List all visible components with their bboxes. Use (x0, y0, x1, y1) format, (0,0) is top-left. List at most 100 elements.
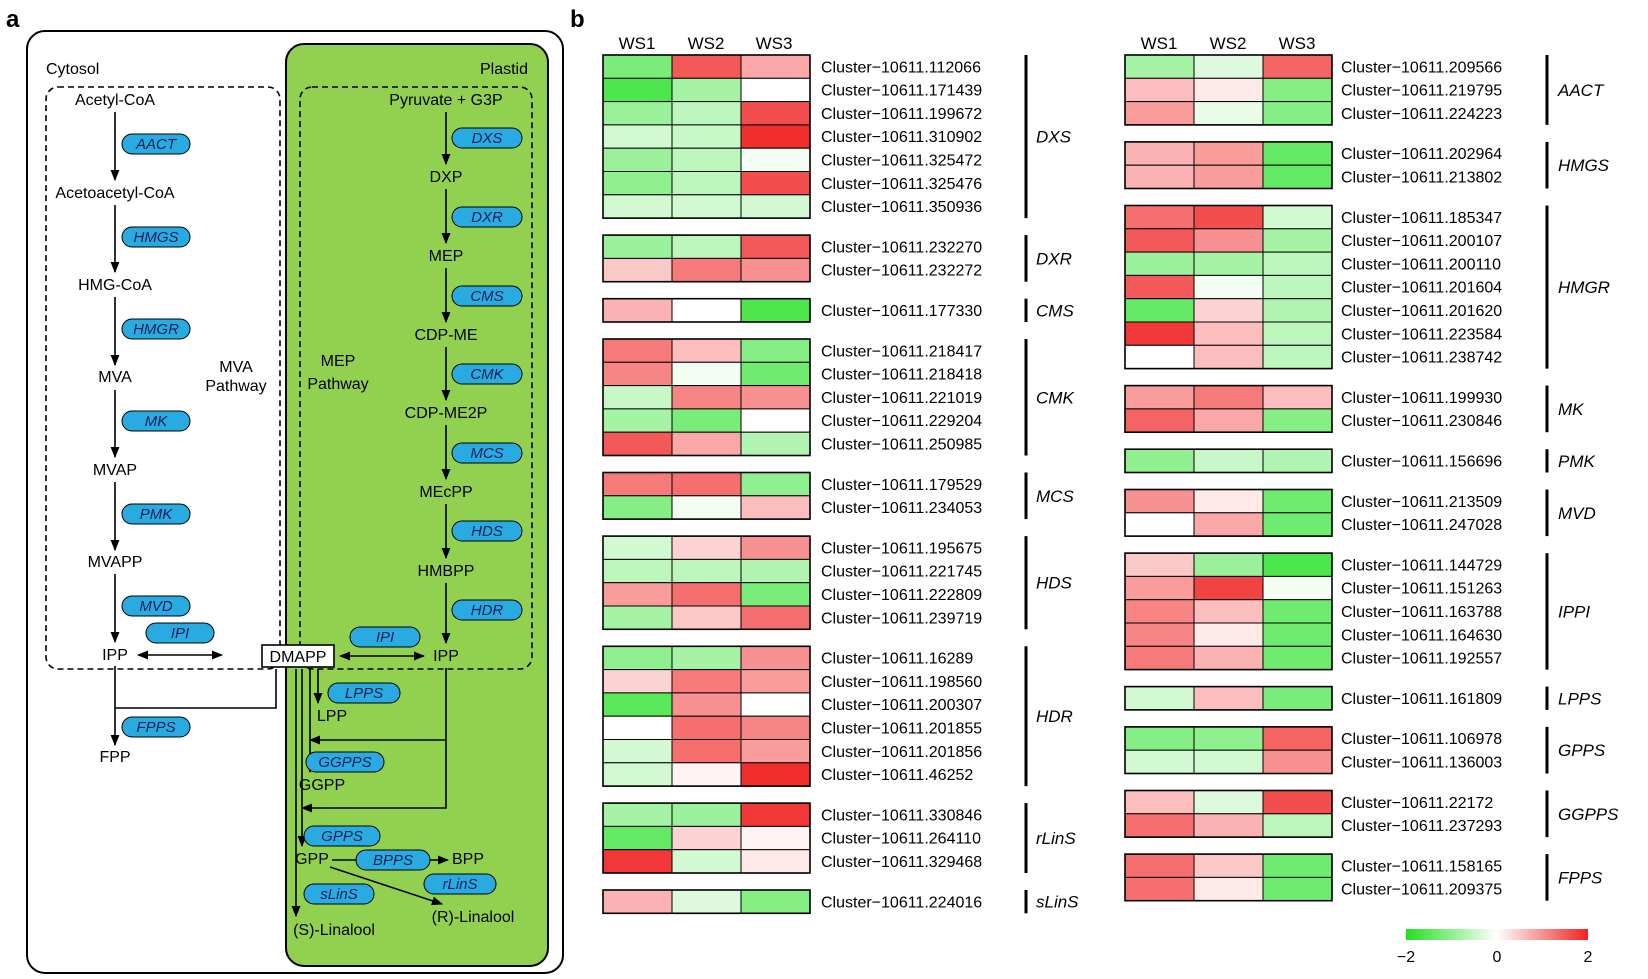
heatmap-cell (602, 825, 673, 851)
heatmap-cell (1124, 813, 1195, 838)
cluster-label: Cluster−10611.200107 (1341, 233, 1502, 250)
heatmap-cell (1262, 622, 1333, 647)
heatmap-cell (602, 739, 673, 764)
heatmap-cell (1262, 489, 1333, 514)
svg-text:rLinS: rLinS (442, 876, 477, 893)
panel-a-pathway: a Cytosol Plastid MVA Pathway MEP Pathwa… (6, 6, 564, 974)
gene-group-rlins: Cluster−10611.330846 Cluster−10611.264110… (602, 802, 1076, 874)
heatmap-cell (1193, 813, 1264, 838)
gene-label: GGPPS (1558, 805, 1619, 824)
heatmap-cell (1262, 77, 1333, 103)
heatmap-cell (1124, 876, 1195, 902)
metabolite-gpp: GPP (295, 851, 329, 868)
gene-label: sLinS (1036, 893, 1079, 912)
column-header-ws1: WS1 (1141, 34, 1178, 53)
heatmap-cell (671, 194, 742, 219)
panel-b-heatmap: b WS1 WS2 WS3 WS1 WS2 WS3 Cluster−10611.… (570, 6, 1619, 966)
heatmap-cell (1124, 54, 1195, 79)
cluster-label: Cluster−10611.192557 (1341, 651, 1502, 668)
heatmap-cell (1124, 512, 1195, 537)
gene-group-dxs: Cluster−10611.112066 Cluster−10611.171439… (602, 54, 1072, 219)
svg-text:MVD: MVD (139, 598, 173, 615)
gene-label: MVD (1558, 504, 1596, 523)
gene-group-border (602, 802, 811, 874)
heatmap-cell (1262, 853, 1333, 878)
heatmap-cell (1124, 298, 1195, 323)
heatmap-cell (671, 802, 742, 827)
heatmap-cell (671, 739, 742, 764)
heatmap-cell (1124, 344, 1195, 370)
gene-group-cms: Cluster−10611.177330 CMS (602, 297, 1074, 323)
cluster-label: Cluster−10611.221019 (821, 390, 982, 407)
heatmap-cell (671, 54, 742, 79)
heatmap-cell (671, 605, 742, 630)
metabolite-mvap: MVAP (93, 462, 137, 479)
gene-group-border (602, 297, 811, 323)
mva-pathway-label-1: MVA (219, 359, 253, 376)
heatmap-cell (1124, 321, 1195, 346)
heatmap-cell (740, 692, 811, 717)
enzyme-fpps: FPPS (121, 716, 191, 738)
heatmap-cell (1262, 321, 1333, 346)
heatmap-cell (1262, 552, 1333, 577)
cluster-label: Cluster−10611.223584 (1341, 326, 1502, 343)
cluster-label: Cluster−10611.224223 (1341, 106, 1502, 123)
heatmap-cell (740, 669, 811, 694)
cluster-label: Cluster−10611.350936 (821, 199, 982, 216)
cluster-label: Cluster−10611.221745 (821, 564, 982, 581)
heatmap-cell (1193, 749, 1264, 775)
metabolite-ipp-plastid: IPP (433, 648, 459, 665)
gene-group-border (602, 338, 811, 457)
heatmap-cell (740, 431, 811, 457)
heatmap-cell (1193, 726, 1264, 751)
heatmap-cell (740, 338, 811, 363)
cluster-label: Cluster−10611.222809 (821, 587, 982, 604)
mva-arrows (110, 112, 277, 747)
heatmap-cell (1193, 344, 1264, 370)
gene-group-border (1124, 853, 1333, 902)
heatmap-cell (740, 849, 811, 874)
gene-label: CMK (1036, 388, 1074, 407)
gene-group-border (602, 471, 811, 520)
heatmap-cell (1193, 141, 1264, 166)
cluster-label: Cluster−10611.239719 (821, 610, 982, 627)
enzyme-hdr: HDR (451, 599, 523, 621)
metabolite-pyruvate-g3p: Pyruvate + G3P (389, 92, 502, 109)
heatmap-cell (1262, 141, 1333, 166)
heatmap-cell (602, 171, 673, 196)
heatmap-cell (1193, 164, 1264, 189)
cluster-label: Cluster−10611.232270 (821, 239, 982, 256)
cluster-label: Cluster−10611.158165 (1341, 858, 1502, 875)
mva-pathway-box (45, 86, 281, 670)
heatmap-cell (740, 124, 811, 149)
heatmap-cell (1124, 790, 1195, 815)
gene-label: HMGS (1558, 156, 1610, 175)
cluster-label: Cluster−10611.112066 (821, 59, 981, 76)
mep-pathway-label-1: MEP (321, 353, 356, 370)
column-headers-left: WS1 WS2 WS3 (619, 34, 793, 53)
column-header-ws2: WS2 (1210, 34, 1247, 53)
gene-group-border (602, 54, 811, 219)
heatmap-cell (1193, 575, 1264, 601)
cluster-label: Cluster−10611.218418 (821, 367, 982, 384)
heatmap-cell (1262, 408, 1333, 433)
color-scale-bar (1406, 929, 1588, 940)
cluster-label: Cluster−10611.250985 (821, 437, 982, 454)
metabolite-hmg-coa: HMG-CoA (78, 277, 152, 294)
cluster-label: Cluster−10611.200110 (1341, 256, 1501, 273)
heatmap-cell (1124, 77, 1195, 103)
heatmap-cell (1193, 622, 1264, 647)
cluster-label: Cluster−10611.224016 (821, 894, 982, 911)
mva-pathway-label-2: Pathway (205, 378, 266, 395)
cluster-label: Cluster−10611.218417 (821, 343, 982, 360)
cluster-label: Cluster−10611.310902 (821, 129, 982, 146)
heatmap-cell (602, 101, 673, 126)
heatmap-cell (1193, 790, 1264, 815)
svg-text:DXR: DXR (471, 209, 503, 226)
heatmap-cell (740, 645, 811, 671)
heatmap-cell (1193, 686, 1264, 711)
cluster-label: Cluster−10611.209375 (1341, 882, 1502, 899)
svg-text:CMS: CMS (470, 288, 503, 305)
heatmap-cell (1124, 645, 1195, 671)
